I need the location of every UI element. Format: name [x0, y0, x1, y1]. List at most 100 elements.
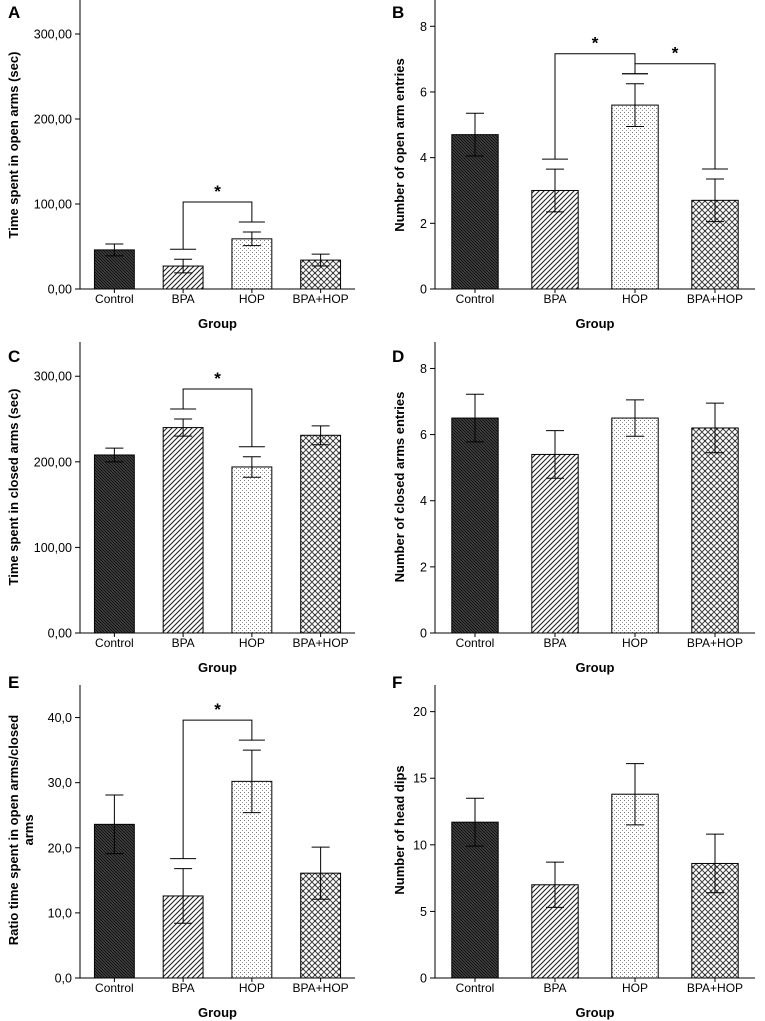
- y-tick-label: 200,00: [34, 455, 72, 469]
- significance-star: *: [592, 34, 599, 53]
- x-axis-title: Group: [198, 316, 237, 331]
- bar-bpa: [162, 427, 204, 634]
- x-tick-label: Control: [456, 292, 495, 306]
- y-axis-title-line: arms: [21, 814, 36, 845]
- y-tick-label: 15: [413, 772, 427, 786]
- x-tick-label: BPA+HOP: [687, 292, 743, 306]
- y-tick-label: 100,00: [34, 198, 72, 212]
- x-tick-label: BPA+HOP: [293, 636, 349, 650]
- x-tick-label: BPA: [172, 981, 195, 995]
- y-tick-label: 0: [420, 283, 427, 297]
- y-tick-label: 6: [420, 428, 427, 442]
- x-axis-title: Group: [576, 316, 615, 331]
- y-axis-title: Number of closed arms entries: [392, 392, 407, 583]
- x-axis-title: Group: [198, 1005, 237, 1020]
- y-tick-label: 8: [420, 362, 427, 376]
- x-tick-label: Control: [456, 636, 495, 650]
- bar-hop: [231, 780, 273, 979]
- y-tick-label: 20,0: [48, 841, 72, 855]
- significance-star: *: [214, 700, 221, 719]
- x-axis-title: Group: [576, 1005, 615, 1020]
- panel-letter: E: [8, 673, 19, 692]
- y-tick-label: 4: [420, 151, 427, 165]
- bar-hop: [611, 104, 659, 290]
- x-tick-label: Control: [95, 636, 134, 650]
- x-tick-label: BPA: [543, 981, 566, 995]
- bar-bpa: [531, 453, 579, 634]
- panel-letter: A: [8, 3, 20, 22]
- y-axis-title: Time spent in closed arms (sec): [6, 389, 21, 586]
- y-axis-title: Time spent in open arms (sec): [6, 52, 21, 239]
- x-tick-label: HOP: [239, 636, 265, 650]
- x-tick-label: HOP: [622, 636, 648, 650]
- panel-a: A 0,00 100,00 200,00 300,00 Control BPA HOP BPA+…: [6, 0, 355, 331]
- y-tick-label: 10: [413, 838, 427, 852]
- significance-bracket: [634, 63, 716, 169]
- x-tick-label: BPA: [172, 292, 195, 306]
- bar-control: [451, 134, 499, 290]
- bar-control: [451, 821, 499, 979]
- x-tick-label: BPA+HOP: [687, 981, 743, 995]
- y-tick-label: 4: [420, 494, 427, 508]
- y-axis-title: Number of open arm entries: [392, 58, 407, 231]
- significance-bracket: [182, 201, 253, 250]
- x-tick-label: Control: [456, 981, 495, 995]
- panel-e: E 0,0 10,0 20,0 30,0 40,0 Control BPA HOP BPA+HOP…: [6, 673, 355, 1020]
- y-tick-label: 2: [420, 217, 427, 231]
- bar-hop: [231, 238, 273, 290]
- panel-letter: C: [8, 347, 20, 366]
- panel-d: D 0 2 4 6 8 Control BPA HOP BPA+HOP Group Number of…: [392, 342, 755, 675]
- y-tick-label: 200,00: [34, 113, 72, 127]
- x-tick-label: BPA+HOP: [293, 981, 349, 995]
- x-tick-label: BPA+HOP: [293, 292, 349, 306]
- y-axis-title: Number of head dips: [392, 765, 407, 894]
- panel-letter: F: [392, 673, 402, 692]
- x-tick-label: BPA: [543, 636, 566, 650]
- x-tick-label: HOP: [622, 292, 648, 306]
- significance-bracket: [182, 388, 253, 447]
- y-tick-label: 100,00: [34, 541, 72, 555]
- bar-control: [93, 454, 135, 634]
- panel-letter: B: [392, 3, 404, 22]
- panel-c: C 0,00 100,00 200,00 300,00 Control BPA HOP BPA+…: [6, 342, 355, 675]
- x-tick-label: BPA+HOP: [687, 636, 743, 650]
- bar-control: [451, 417, 499, 634]
- y-tick-label: 5: [420, 905, 427, 919]
- significance-bracket: [182, 719, 253, 859]
- x-tick-label: BPA: [543, 292, 566, 306]
- y-tick-label: 0: [420, 972, 427, 986]
- y-tick-label: 20: [413, 705, 427, 719]
- panel-b: B 0 2 4 6 8 Control BPA HOP BPA+HOP * * Group Number …: [392, 0, 755, 331]
- y-tick-label: 6: [420, 85, 427, 99]
- y-tick-label: 0,00: [48, 627, 72, 641]
- panel-letter: D: [392, 347, 404, 366]
- x-tick-label: HOP: [239, 981, 265, 995]
- x-tick-label: HOP: [239, 292, 265, 306]
- bar-bpa-hop: [300, 434, 342, 634]
- y-tick-label: 40,0: [48, 711, 72, 725]
- y-tick-label: 2: [420, 560, 427, 574]
- x-axis-title: Group: [576, 660, 615, 675]
- x-tick-label: BPA: [172, 636, 195, 650]
- bar-bpa-hop: [691, 427, 739, 634]
- x-tick-label: Control: [95, 981, 134, 995]
- significance-star: *: [214, 369, 221, 388]
- y-tick-label: 300,00: [34, 28, 72, 42]
- y-axis-title-line: Ratio time spent in open arms/closed: [6, 715, 21, 945]
- y-tick-label: 10,0: [48, 906, 72, 920]
- significance-star: *: [672, 44, 679, 63]
- x-tick-label: Control: [95, 292, 134, 306]
- bar-hop: [611, 417, 659, 634]
- y-tick-label: 0: [420, 627, 427, 641]
- y-tick-label: 30,0: [48, 776, 72, 790]
- panel-f: F 0 5 10 15 20 Control BPA HOP BPA+HOP Group Number…: [392, 673, 755, 1020]
- y-tick-label: 0,0: [55, 972, 72, 986]
- x-axis-title: Group: [198, 660, 237, 675]
- y-tick-label: 0,00: [48, 283, 72, 297]
- bar-hop: [231, 466, 273, 634]
- y-tick-label: 8: [420, 20, 427, 34]
- significance-star: *: [214, 182, 221, 201]
- y-tick-label: 300,00: [34, 370, 72, 384]
- y-axis-title: Ratio time spent in open arms/closedarms: [6, 715, 36, 945]
